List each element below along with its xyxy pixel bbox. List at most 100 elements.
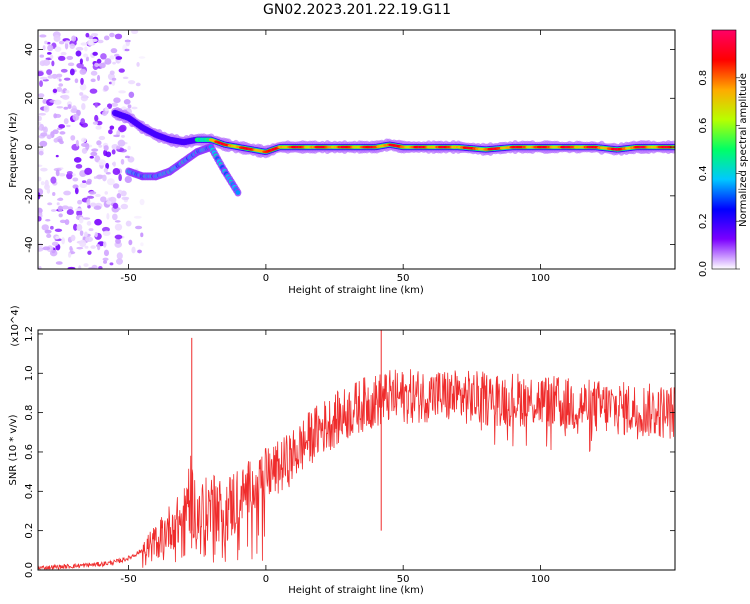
x-tick-label: 50	[397, 574, 410, 585]
heatmap-cell	[103, 249, 110, 257]
heatmap-cell	[87, 250, 92, 255]
heatmap-cell	[98, 135, 106, 141]
spectrogram-x-label: Height of straight line (km)	[288, 285, 424, 296]
heatmap-cell	[102, 257, 109, 261]
heatmap-cell	[52, 192, 56, 196]
y-tick-label: 0.6	[24, 444, 35, 460]
heatmap-cell	[65, 40, 70, 44]
heatmap-cell	[97, 74, 101, 82]
heatmap-cell	[80, 118, 86, 125]
heatmap-cell	[38, 265, 42, 269]
heatmap-cell	[58, 173, 66, 177]
colorbar-tick-label: 0.2	[698, 213, 709, 229]
heatmap-cell	[94, 218, 102, 226]
heatmap-cell	[79, 182, 88, 189]
heatmap-cell	[54, 46, 62, 52]
heatmap-cell	[47, 44, 54, 52]
heatmap-cell	[109, 32, 115, 38]
heatmap-cell	[81, 142, 89, 147]
heatmap-cell	[38, 164, 43, 168]
heatmap-cell	[45, 218, 51, 222]
heatmap-cell	[99, 62, 106, 69]
heatmap-cell	[120, 190, 127, 197]
heatmap-cell	[118, 90, 126, 94]
colorbar-label: Normalized spectral amplitude	[738, 73, 749, 227]
heatmap-cell	[38, 212, 43, 216]
heatmap-cell	[42, 45, 46, 51]
heatmap-cell	[108, 129, 113, 135]
colorbar-tick-label: 0.8	[698, 70, 709, 86]
heatmap-cell	[140, 242, 144, 247]
heatmap-cell	[56, 86, 63, 93]
heatmap-cell	[96, 140, 102, 146]
heatmap-cell	[102, 174, 107, 182]
heatmap-cell	[58, 83, 64, 87]
heatmap-cell	[86, 198, 91, 206]
heatmap-cell	[92, 51, 98, 56]
heatmap-cell	[98, 144, 103, 148]
heatmap-cell	[80, 77, 84, 85]
snr-axes: -50 0 50 100 0.0 0.2 0.4 0.6 0.8 1.0 1.2	[24, 326, 675, 585]
heatmap-cell	[60, 51, 67, 56]
heatmap-cell	[55, 236, 60, 240]
heatmap-cell	[98, 159, 106, 166]
heatmap-cell	[38, 242, 44, 248]
heatmap-cell	[59, 219, 67, 224]
heatmap-cell	[73, 156, 82, 163]
heatmap-cell	[54, 228, 63, 233]
y-tick-label: -40	[24, 236, 35, 252]
heatmap-cell	[84, 245, 89, 249]
heatmap-cell	[105, 162, 110, 170]
snr-line	[38, 369, 675, 570]
heatmap-cell	[75, 208, 83, 212]
heatmap-cell	[46, 188, 51, 194]
heatmap-cell	[123, 197, 129, 203]
heatmap-cell	[57, 138, 63, 143]
y-tick-label: 0	[24, 144, 35, 150]
heatmap-cell	[104, 58, 112, 65]
snr-panel: -50 0 50 100 0.0 0.2 0.4 0.6 0.8 1.0 1.2 Height of…	[8, 305, 676, 596]
y-tick-label: 0.0	[24, 562, 35, 578]
heatmap-cell	[53, 113, 58, 119]
heatmap-cell	[137, 249, 142, 254]
y-tick-label: 1.0	[24, 365, 35, 381]
heatmap-cell	[84, 231, 88, 238]
heatmap-cell	[87, 195, 95, 199]
heatmap-cell	[39, 76, 48, 80]
x-tick-label: -50	[120, 574, 136, 585]
heatmap-cell	[58, 213, 63, 218]
heatmap-cell	[95, 193, 101, 198]
y-tick-label: 0.4	[24, 483, 35, 499]
heatmap-cell	[85, 236, 93, 243]
heatmap-cell	[105, 151, 112, 158]
heatmap-cell	[116, 193, 122, 199]
heatmap-cell	[94, 102, 98, 108]
heatmap-cell	[59, 131, 66, 135]
heatmap-cell	[104, 106, 109, 112]
heatmap-cell	[56, 77, 61, 80]
heatmap-cell	[60, 68, 68, 73]
heatmap-cell	[91, 33, 99, 37]
figure-title: GN02.2023.201.22.19.G11	[263, 2, 451, 18]
heatmap-cell	[39, 140, 48, 147]
heatmap-cell	[65, 90, 70, 94]
heatmap-cell	[122, 76, 129, 80]
y-tick-label: 1.2	[24, 326, 35, 342]
heatmap-cell	[116, 258, 124, 265]
heatmap-cell	[112, 161, 116, 167]
heatmap-cell	[125, 39, 131, 47]
heatmap-cell	[69, 246, 73, 251]
y-tick-label: 0.2	[24, 523, 35, 539]
heatmap-cell	[118, 125, 126, 133]
heatmap-cell	[135, 82, 141, 87]
heatmap-cell	[115, 238, 121, 244]
heatmap-cell	[127, 156, 135, 163]
heatmap-cell	[52, 88, 58, 94]
heatmap-cell	[47, 202, 53, 206]
heatmap-cell	[106, 200, 112, 205]
heatmap-cell	[80, 94, 89, 102]
heatmap-cell	[88, 35, 94, 40]
heatmap-cell	[69, 43, 76, 49]
heatmap-cell	[42, 126, 48, 134]
heatmap-cell	[58, 78, 62, 82]
